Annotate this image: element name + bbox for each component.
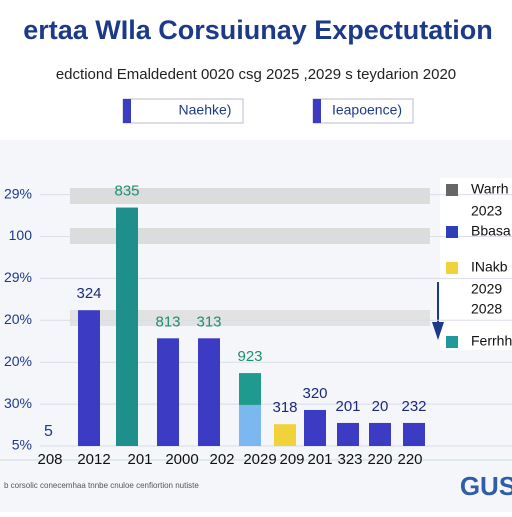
- y-tick-label: 29%: [4, 269, 32, 285]
- x-tick-label: 202: [209, 451, 234, 468]
- legend-label: 2023: [471, 203, 502, 219]
- header-bg: [0, 0, 512, 140]
- bar: [239, 404, 261, 446]
- legend-label: 2029: [471, 281, 502, 297]
- bar: [274, 424, 296, 446]
- bar-label: 313: [196, 313, 221, 330]
- band: [70, 188, 430, 204]
- chart-title: ertaa WIla Corsuiunay Expectutation: [23, 15, 493, 45]
- bar-label: 320: [302, 385, 327, 402]
- arrow: [432, 282, 444, 340]
- bar: [239, 373, 261, 405]
- x-tick-label: 208: [37, 451, 62, 468]
- x-tick-label: 209: [279, 451, 304, 468]
- x-tick-label: 323: [337, 451, 362, 468]
- x-tick-label: 2029: [243, 451, 276, 468]
- bar-label: 232: [401, 398, 426, 415]
- x-tick-label: 201: [307, 451, 332, 468]
- legend-label: INakb: [471, 259, 508, 275]
- bar: [304, 409, 326, 446]
- legend-label: Bbasa: [471, 223, 511, 239]
- button-label[interactable]: Ieapoence): [332, 102, 402, 118]
- footer: b corsolic conecemhaa tnnbe cnuloe cenfi…: [4, 481, 199, 490]
- legend-label: Warrh: [471, 181, 509, 197]
- x-tick-label: 201: [127, 451, 152, 468]
- x-tick-label: 220: [367, 451, 392, 468]
- button-accent: [313, 99, 321, 123]
- bar-label: 20: [372, 398, 389, 415]
- bar: [116, 207, 138, 446]
- bar: [78, 310, 100, 446]
- bar: [157, 338, 179, 446]
- x-tick-label: 2012: [77, 451, 110, 468]
- y-tick-label: 5%: [12, 437, 32, 453]
- bar-label: 201: [335, 398, 360, 415]
- bar: [198, 338, 220, 446]
- brand: GUS: [460, 471, 512, 501]
- y-tick-label: 20%: [4, 353, 32, 369]
- subtitle: edctiond Emaldedent 0020 csg 2025 ,2029 …: [56, 66, 456, 83]
- y-tick-label: 29%: [4, 185, 32, 201]
- y-tick-label: 30%: [4, 395, 32, 411]
- corner-label: 5: [44, 423, 53, 440]
- legend-swatch: [446, 336, 458, 348]
- button-label[interactable]: Naehke): [179, 102, 232, 118]
- legend-swatch: [446, 226, 458, 238]
- button-accent: [123, 99, 131, 123]
- bar-label: 813: [155, 313, 180, 330]
- x-tick-label: 220: [397, 451, 422, 468]
- button[interactable]: [122, 98, 244, 124]
- x-tick-label: 2000: [165, 451, 198, 468]
- legend-swatch: [446, 184, 458, 196]
- bar-label: 835: [114, 183, 139, 200]
- bar: [337, 422, 359, 446]
- y-tick-label: 100: [9, 227, 33, 243]
- bar-label: 923: [237, 348, 262, 365]
- bar: [403, 422, 425, 446]
- legend-label: Ferrhh: [471, 333, 512, 349]
- band: [70, 310, 430, 326]
- bar: [369, 422, 391, 446]
- bar-label: 324: [76, 285, 101, 302]
- y-tick-label: 20%: [4, 311, 32, 327]
- bar-label: 318: [272, 399, 297, 416]
- legend-label: 2028: [471, 301, 502, 317]
- legend-swatch: [446, 262, 458, 274]
